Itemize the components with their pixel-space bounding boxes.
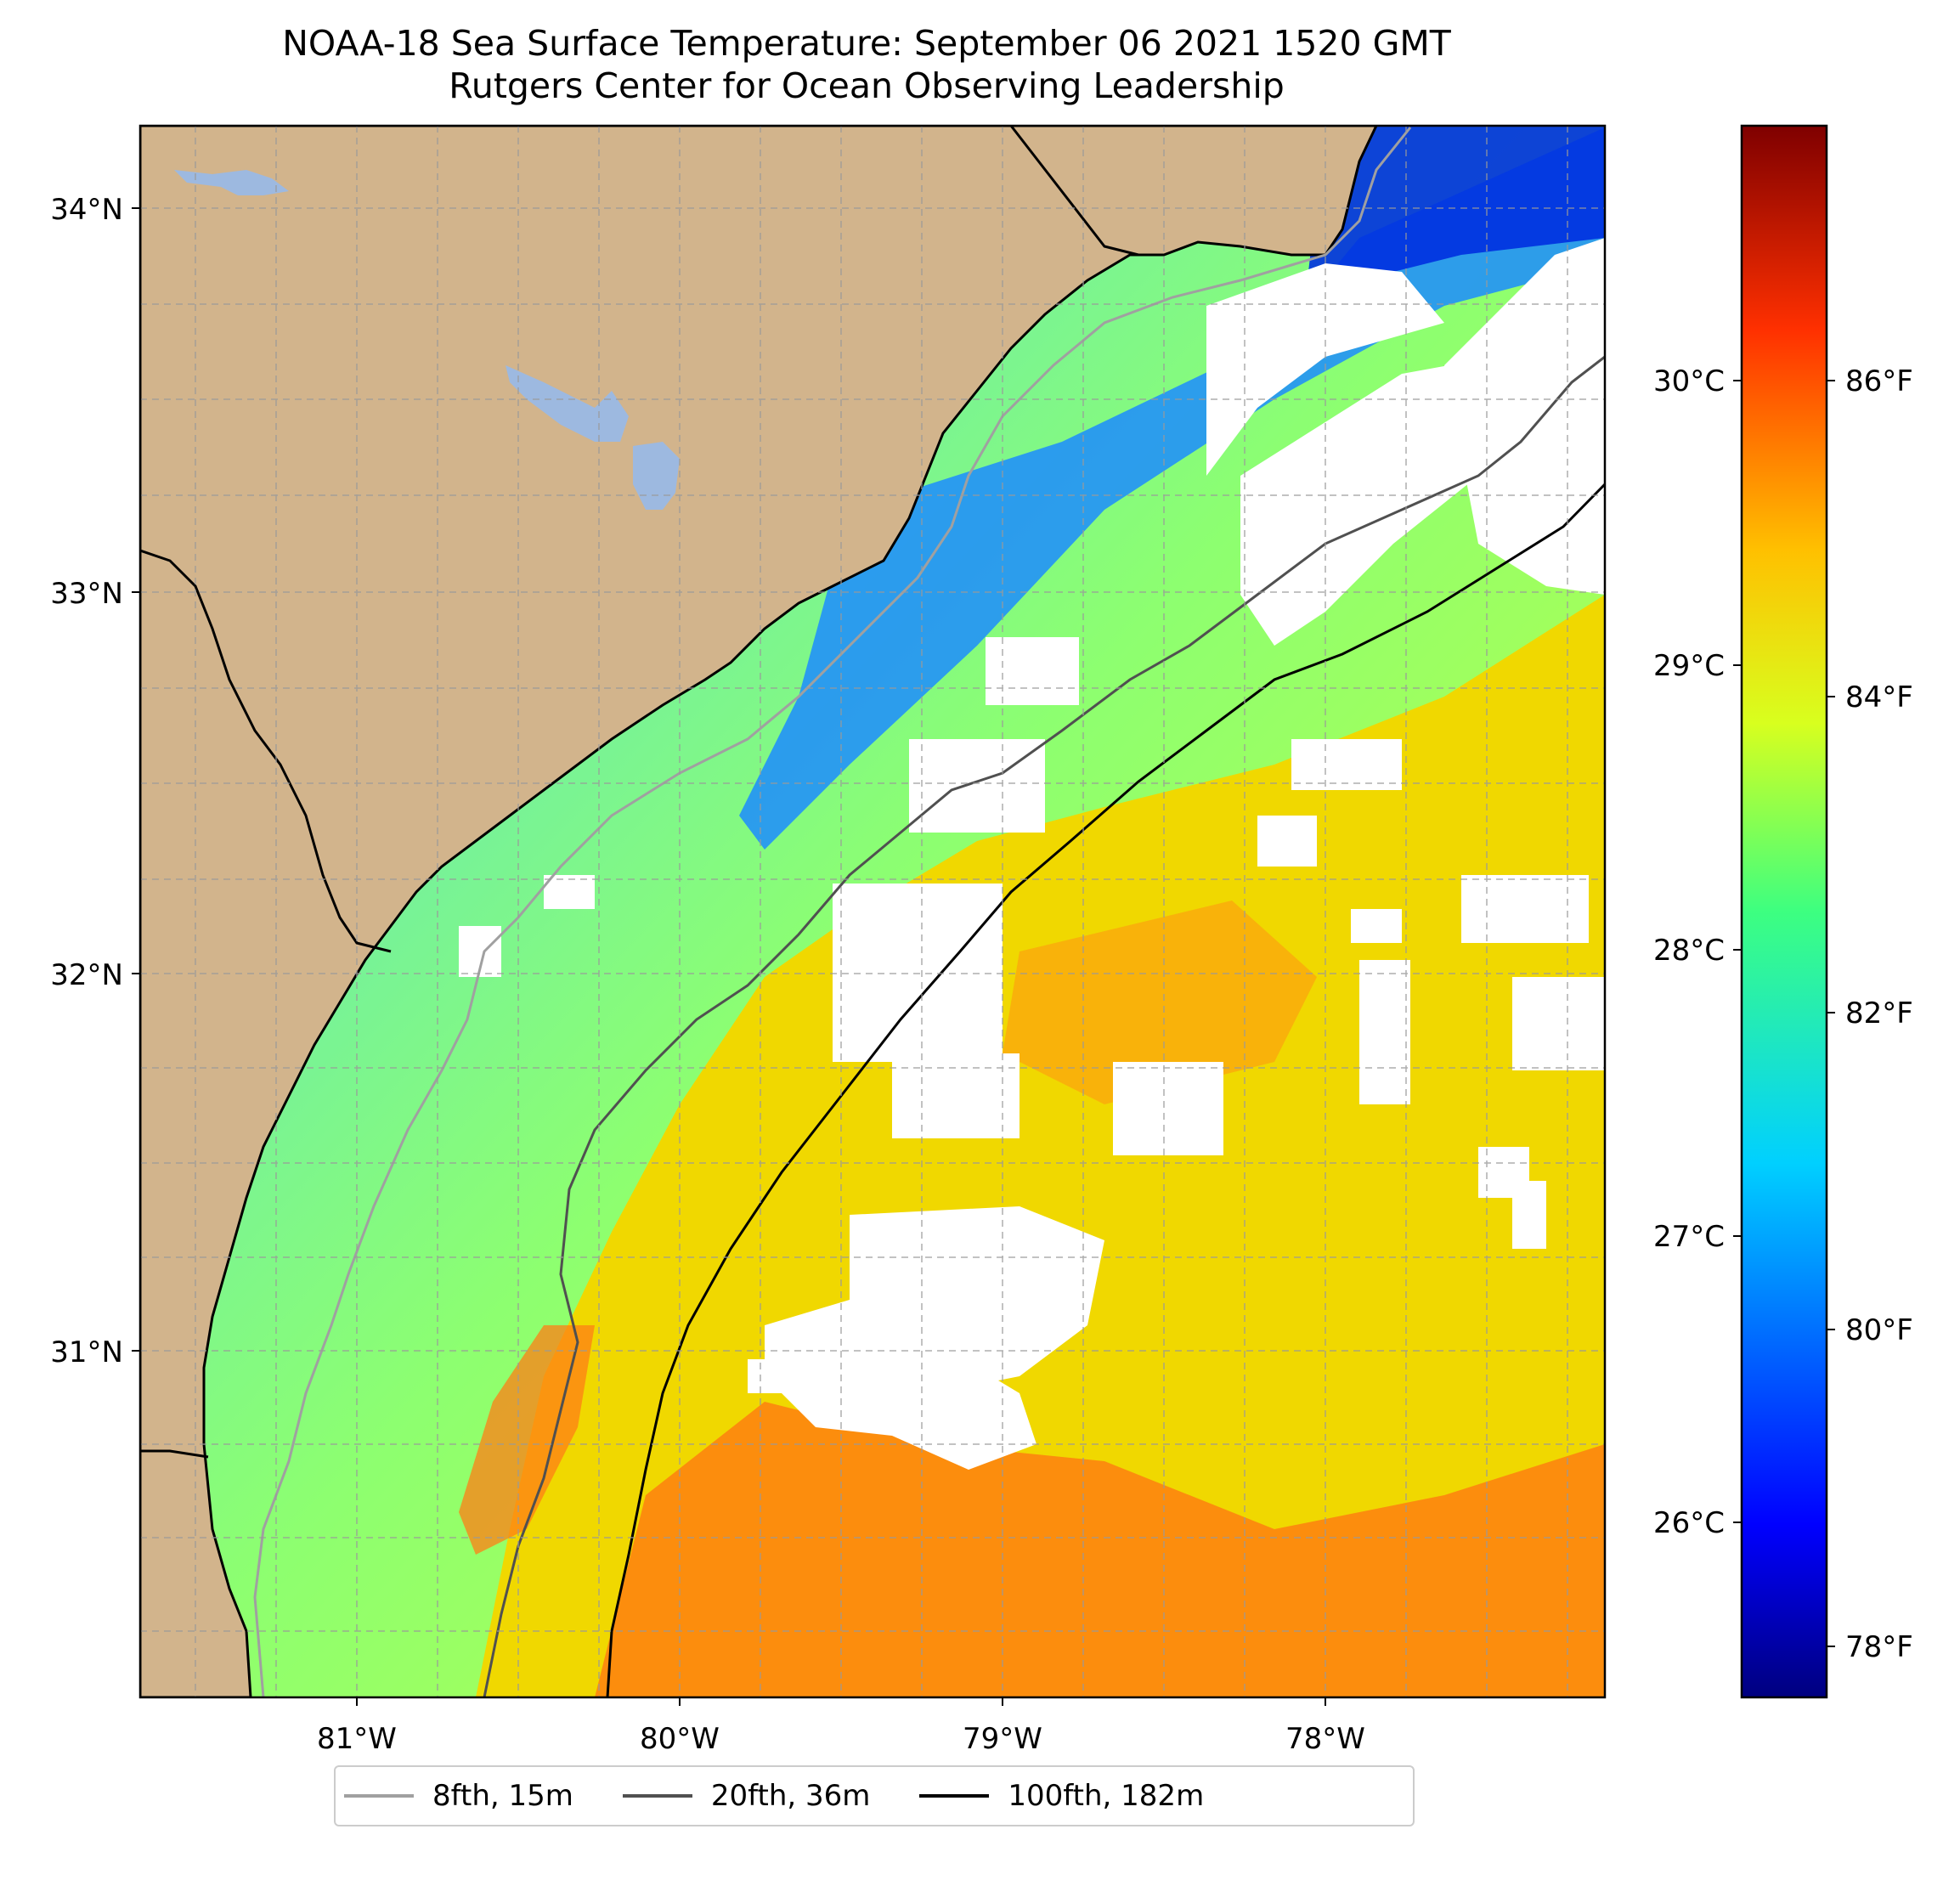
colorbar-f-78: 78°F: [1845, 1630, 1913, 1664]
lake-north: [174, 170, 289, 195]
map-area: [140, 126, 1605, 1697]
legend-label-100fth: 100fth, 182m: [1008, 1779, 1205, 1813]
colorbar: [1740, 124, 1828, 1699]
legend-line-100fth: [919, 1794, 990, 1798]
map-frame: [138, 124, 1607, 1699]
lat-label-32: 32°N: [50, 958, 123, 992]
legend-label-8fth: 8fth, 15m: [432, 1779, 573, 1813]
legend-item-100fth: 100fth, 182m: [919, 1779, 1204, 1813]
lon-label-81: 81°W: [317, 1722, 397, 1756]
chart-title: NOAA-18 Sea Surface Temperature: Septemb…: [282, 23, 1451, 64]
lat-label-33: 33°N: [50, 577, 123, 611]
warm-filament: [459, 1325, 595, 1555]
lon-label-78: 78°W: [1285, 1722, 1365, 1756]
colorbar-f-84: 84°F: [1845, 680, 1913, 714]
isobath-20fth: [483, 355, 1605, 1697]
legend-item-20fth: 20fth, 36m: [622, 1779, 871, 1813]
isobath-100fth: [606, 483, 1605, 1697]
lake-moultrie: [633, 442, 680, 510]
cool-water-band-upper: [1308, 126, 1605, 280]
legend: 8fth, 15m 20fth, 36m 100fth, 182m: [334, 1765, 1415, 1826]
lon-label-79: 79°W: [963, 1722, 1042, 1756]
legend-line-8fth: [344, 1794, 414, 1798]
cloud-masks: [459, 238, 1605, 1470]
colorbar-f-86: 86°F: [1845, 364, 1913, 398]
legend-line-20fth: [622, 1794, 692, 1798]
warm-patch-south: [595, 1402, 1605, 1697]
axis-ticks: [132, 207, 1326, 1706]
lon-label-80: 80°W: [640, 1722, 720, 1756]
colorbar-f-82: 82°F: [1845, 996, 1913, 1030]
colorbar-ticks: [1733, 380, 1835, 1647]
state-border-ga-fl: [140, 1449, 209, 1459]
chart-subtitle: Rutgers Center for Ocean Observing Leade…: [449, 65, 1285, 106]
land: [140, 126, 1378, 1697]
lake-marion: [506, 365, 629, 442]
colorbar-c-29: 29°C: [1653, 649, 1725, 683]
state-border-sc-ga: [140, 549, 392, 953]
colorbar-c-30: 30°C: [1653, 364, 1725, 398]
state-border-nc-sc: [1009, 126, 1139, 257]
colorbar-c-26: 26°C: [1653, 1506, 1725, 1540]
legend-item-8fth: 8fth, 15m: [344, 1779, 573, 1813]
warm-patch-center: [1003, 900, 1317, 1104]
graticule: [140, 126, 1605, 1697]
colorbar-c-27: 27°C: [1653, 1220, 1725, 1254]
lat-label-34: 34°N: [50, 193, 123, 227]
colorbar-c-28: 28°C: [1653, 934, 1725, 968]
legend-label-20fth: 20fth, 36m: [710, 1779, 871, 1813]
colorbar-f-80: 80°F: [1845, 1313, 1913, 1347]
lat-label-31: 31°N: [50, 1335, 123, 1369]
